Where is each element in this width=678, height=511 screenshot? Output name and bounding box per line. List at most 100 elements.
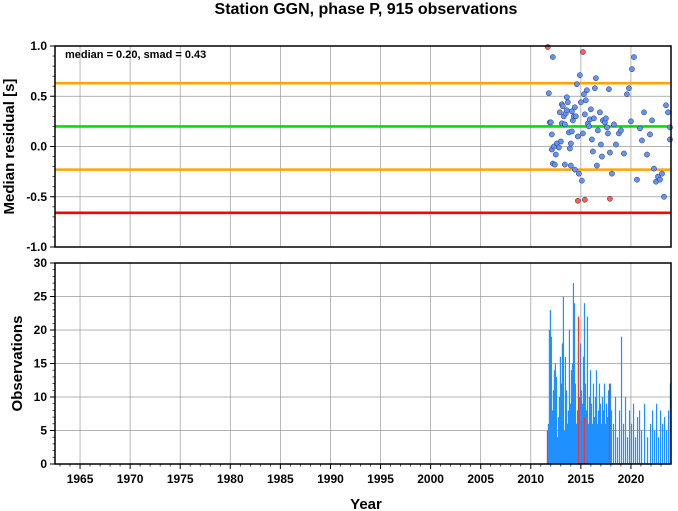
residual-point [568, 108, 575, 115]
year-tick-label: 2000 [417, 472, 444, 486]
observation-bar [565, 390, 568, 464]
observation-bar [576, 410, 579, 464]
residual-y-tick-label: -0.5 [26, 190, 47, 204]
observation-bar [564, 356, 567, 464]
residual-point [607, 195, 613, 202]
observation-bar [602, 410, 605, 464]
residual-point [606, 86, 612, 93]
observation-bar [661, 423, 664, 464]
observation-bar [592, 383, 595, 464]
observation-bar [640, 430, 643, 464]
observation-bar [595, 370, 598, 464]
residual-panel: 1.0 0.5 0.0 -0.5 -1.0 median = 0.20, smad = … [1, 39, 673, 254]
residual-point [603, 115, 609, 122]
observation-bar [646, 437, 649, 464]
observation-bar [569, 403, 572, 464]
residual-point [568, 128, 575, 135]
residual-point [574, 133, 581, 140]
year-tick-label: 1980 [217, 472, 244, 486]
observation-bar [651, 410, 654, 464]
observation-bar [608, 383, 611, 464]
observation-bar [571, 363, 574, 464]
observation-bar [581, 403, 584, 464]
observation-bar [547, 423, 549, 464]
observation-bar [667, 410, 670, 464]
residual-point [555, 144, 562, 151]
observations-y-tick-label: 30 [34, 256, 48, 270]
residual-point [548, 131, 555, 138]
year-tick-label: 2010 [517, 472, 544, 486]
residual-point [563, 94, 570, 101]
residual-point [544, 44, 551, 50]
observation-bar [551, 410, 554, 464]
observation-bar [583, 303, 586, 464]
observation-bar [665, 430, 668, 464]
residual-point [549, 54, 556, 60]
observation-bar [554, 363, 557, 464]
residual-point [574, 197, 581, 204]
residual-point [578, 99, 584, 106]
residual-point [621, 150, 627, 157]
residual-point [593, 75, 599, 82]
observation-bar [600, 423, 603, 464]
observations-y-tick-label: 15 [34, 357, 48, 371]
year-tick-label: 1985 [267, 472, 294, 486]
observation-bar [582, 356, 585, 464]
residual-point [566, 145, 573, 152]
observation-bar [630, 423, 633, 464]
residual-point [592, 85, 598, 92]
observation-bar [585, 410, 588, 464]
chart-title: Station GGN, phase P, 915 observations [215, 1, 518, 18]
observations-y-axis-label: Observations [9, 316, 26, 412]
residual-point [594, 162, 600, 169]
residual-point [641, 109, 647, 116]
observation-bar [594, 397, 597, 464]
observation-bar [562, 296, 565, 464]
year-tick-label: 2020 [618, 472, 645, 486]
observation-bar [575, 423, 578, 464]
observation-bar [572, 283, 575, 464]
observation-bar [577, 316, 580, 464]
residual-point [571, 166, 578, 173]
residual-point [591, 115, 597, 122]
residual-point [651, 165, 657, 172]
residual-point [561, 121, 568, 128]
observation-bar [561, 343, 564, 464]
residual-point [598, 141, 604, 148]
residual-point [576, 170, 582, 177]
year-tick-label: 1975 [167, 472, 194, 486]
observation-bar [553, 370, 556, 464]
x-axis-label: Year [350, 496, 382, 511]
residual-point [604, 124, 610, 131]
residual-point [597, 109, 603, 116]
residual-reference-lines [55, 81, 671, 215]
residual-point [559, 103, 566, 110]
observations-panel: 0 5 10 15 20 25 30 1965 1970 1975 1980 1985 1990 199… [9, 256, 672, 486]
residual-point [663, 102, 669, 109]
observation-bar [566, 423, 569, 464]
observation-bar [653, 430, 656, 464]
residual-point [561, 161, 568, 168]
residual-point [573, 81, 580, 88]
residual-point [572, 113, 579, 120]
observation-bar [552, 390, 555, 464]
residual-point [611, 121, 617, 128]
observations-y-tick-label: 20 [34, 323, 48, 337]
observation-bar [588, 397, 591, 464]
residual-point [644, 151, 650, 158]
observation-bars [546, 283, 671, 464]
residual-point [580, 49, 586, 55]
observation-bar [573, 303, 576, 464]
residual-point [599, 153, 605, 160]
residual-point [571, 104, 578, 111]
observation-bar [557, 417, 560, 464]
residual-point [564, 99, 571, 106]
observations-y-tick-label: 25 [34, 290, 48, 304]
observation-bar [655, 403, 658, 464]
observation-bar [598, 383, 601, 464]
observation-bar [609, 383, 612, 464]
year-tick-label: 2005 [467, 472, 494, 486]
observation-bar [549, 309, 552, 464]
residual-point [590, 148, 596, 155]
residual-point [582, 111, 588, 118]
